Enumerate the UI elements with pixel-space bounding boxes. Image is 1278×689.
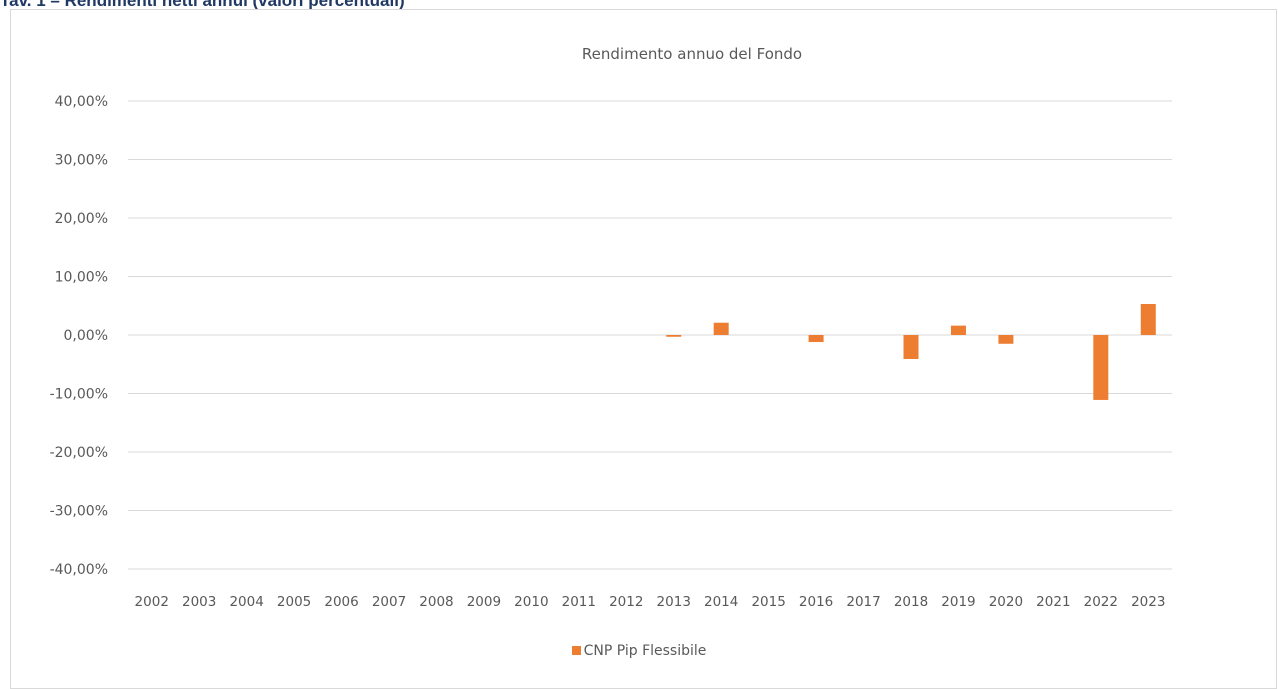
x-tick-label: 2013 xyxy=(657,594,691,610)
bar-2014 xyxy=(713,322,729,335)
bar-2013 xyxy=(666,335,682,337)
x-tick-label: 2005 xyxy=(277,594,311,610)
x-tick-label: 2023 xyxy=(1131,594,1165,610)
x-tick-label: 2007 xyxy=(372,594,406,610)
x-tick-label: 2006 xyxy=(324,594,358,610)
chart-title: Rendimento annuo del Fondo xyxy=(582,45,802,63)
x-tick-label: 2022 xyxy=(1084,594,1118,610)
bar-chart: Rendimento annuo del Fondo 40,00% 30,00% 2… xyxy=(50,45,1172,610)
bar-2022 xyxy=(1093,335,1109,400)
legend-swatch xyxy=(571,645,581,655)
x-tick-label: 2018 xyxy=(894,594,928,610)
document-heading: Tav. 1 – Rendimenti netti annui (valori … xyxy=(0,0,405,10)
y-tick-label: 30,00% xyxy=(55,153,108,169)
y-tick-label: 0,00% xyxy=(64,328,108,344)
chart-frame xyxy=(10,9,1277,689)
x-tick-label: 2014 xyxy=(704,594,738,610)
x-tick-label: 2015 xyxy=(751,594,785,610)
x-tick-label: 2016 xyxy=(799,594,833,610)
legend-label: CNP Pip Flessibile xyxy=(583,643,707,659)
x-tick-label: 2003 xyxy=(182,594,216,610)
bar-2020 xyxy=(998,335,1014,344)
x-tick-label: 2004 xyxy=(229,594,263,610)
y-tick-label: -30,00% xyxy=(50,504,108,520)
y-tick-label: 20,00% xyxy=(55,211,108,227)
x-tick-label: 2017 xyxy=(846,594,880,610)
bar-2019 xyxy=(950,325,966,335)
bar-2016 xyxy=(808,335,824,343)
x-tick-label: 2020 xyxy=(989,594,1023,610)
x-tick-label: 2009 xyxy=(467,594,501,610)
x-tick-label: 2012 xyxy=(609,594,643,610)
x-tick-label: 2008 xyxy=(419,594,453,610)
y-tick-label: 40,00% xyxy=(55,94,108,110)
x-tick-label: 2021 xyxy=(1036,594,1070,610)
y-tick-label: -40,00% xyxy=(50,562,108,578)
chart-legend: CNP Pip Flessibile xyxy=(0,643,1278,659)
x-tick-label: 2019 xyxy=(941,594,975,610)
bar-2023 xyxy=(1140,303,1156,335)
y-tick-label: -20,00% xyxy=(50,445,108,461)
y-tick-label: 10,00% xyxy=(55,270,108,286)
x-tick-label: 2011 xyxy=(562,594,596,610)
x-tick-label: 2010 xyxy=(514,594,548,610)
bar-2018 xyxy=(903,335,919,359)
y-tick-label: -10,00% xyxy=(50,387,108,403)
x-tick-label: 2002 xyxy=(135,594,169,610)
